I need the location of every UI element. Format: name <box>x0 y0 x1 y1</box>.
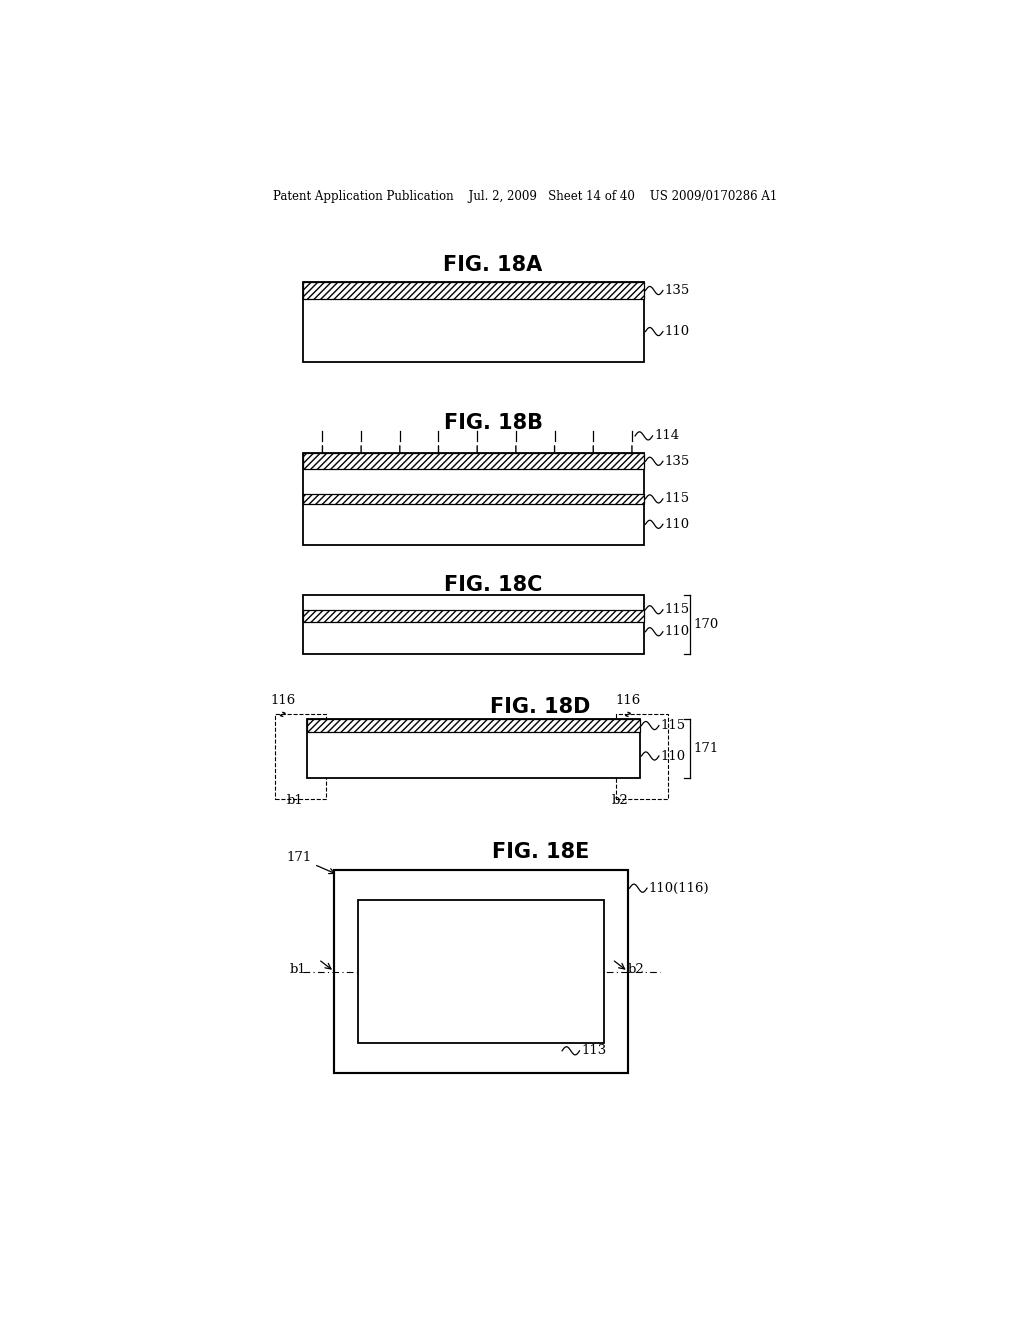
Text: b1: b1 <box>287 795 303 808</box>
Text: 110: 110 <box>660 750 686 763</box>
Text: FIG. 18D: FIG. 18D <box>490 697 591 717</box>
Bar <box>303 595 644 655</box>
Text: FIG. 18B: FIG. 18B <box>443 413 543 433</box>
Bar <box>334 870 628 1073</box>
Text: 115: 115 <box>665 603 689 616</box>
Text: FIG. 18C: FIG. 18C <box>443 576 543 595</box>
Bar <box>274 714 327 799</box>
Text: 114: 114 <box>654 429 679 442</box>
Bar <box>303 453 644 545</box>
Bar <box>358 900 604 1043</box>
Text: 170: 170 <box>694 619 719 631</box>
Bar <box>303 282 644 362</box>
Text: 110: 110 <box>665 517 689 531</box>
Text: 110: 110 <box>665 325 689 338</box>
Text: FIG. 18E: FIG. 18E <box>492 842 590 862</box>
Text: FIG. 18A: FIG. 18A <box>443 255 543 275</box>
Text: 110: 110 <box>665 626 689 639</box>
Text: 135: 135 <box>665 284 690 297</box>
Text: 115: 115 <box>665 492 689 506</box>
Text: b2: b2 <box>628 964 645 975</box>
Bar <box>303 494 644 504</box>
Bar <box>303 610 644 622</box>
Bar <box>303 453 644 470</box>
Text: 115: 115 <box>660 719 686 733</box>
Text: 135: 135 <box>665 455 690 467</box>
Bar <box>306 719 640 731</box>
Text: 116: 116 <box>615 694 641 708</box>
Bar <box>303 282 644 298</box>
Text: b1: b1 <box>290 964 306 975</box>
Bar <box>306 719 640 779</box>
Text: Patent Application Publication    Jul. 2, 2009   Sheet 14 of 40    US 2009/01702: Patent Application Publication Jul. 2, 2… <box>272 190 777 202</box>
Bar <box>616 714 668 799</box>
Text: b2: b2 <box>611 795 629 808</box>
Text: 171: 171 <box>694 742 719 755</box>
Text: 116: 116 <box>270 694 295 708</box>
Text: 171: 171 <box>286 851 335 874</box>
Text: 113: 113 <box>582 1044 606 1057</box>
Text: 110(116): 110(116) <box>648 882 710 895</box>
